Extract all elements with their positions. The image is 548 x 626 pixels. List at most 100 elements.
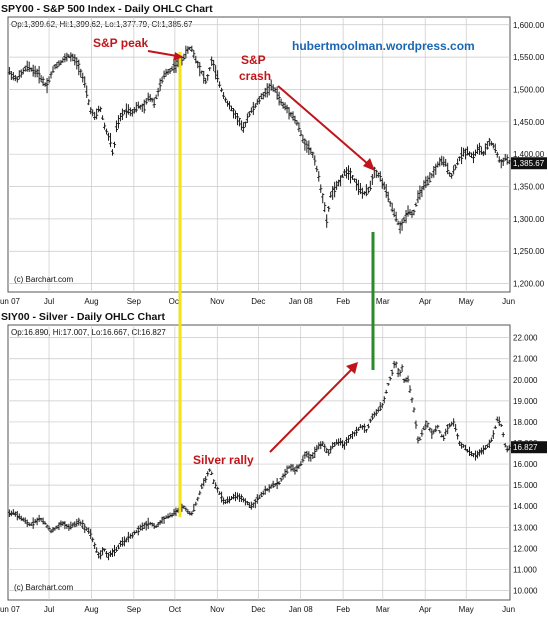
sp500-ohlc-bar: [37, 65, 41, 84]
sp500-ohlc-bar: [420, 186, 424, 198]
sp500-ohlc-bar: [402, 216, 406, 223]
silver-ohlc-bar: [29, 522, 33, 526]
silver-ohlc-bar: [204, 476, 208, 483]
sp500-ohlc-bar: [120, 108, 125, 121]
silver-ohlc-bar: [469, 451, 474, 457]
sp500-y-tick-label: 1,350.00: [513, 183, 545, 192]
sp500-ohlc-bar: [358, 183, 363, 195]
sp500-ohlc-bar: [475, 144, 480, 155]
silver-ohlc-bar: [503, 442, 507, 448]
silver-ohlc-bar: [432, 429, 436, 434]
silver-x-tick-label: Nov: [210, 605, 224, 614]
silver-ohlc-bar: [315, 444, 319, 452]
sp500-ohlc-bar: [380, 178, 384, 189]
sp500-ohlc-bar: [61, 57, 65, 63]
sp500-ohlc-bars: [7, 45, 511, 234]
sp500-y-tick-label: 1,250.00: [513, 247, 545, 256]
silver-ohlc-bar: [408, 385, 412, 393]
sp500-ohlc-bar: [59, 59, 63, 66]
watermark-text: hubertmoolman.wordpress.com: [292, 39, 475, 53]
silver-ohlc-bar: [172, 508, 176, 516]
sp500-ohlc-bar: [317, 171, 321, 182]
sp500-ohlc-bar: [507, 159, 511, 165]
sp500-last-price-box: [511, 157, 547, 170]
sp500-ohlc-bar: [315, 165, 319, 173]
sp500-ohlc-bar: [370, 173, 374, 186]
sp500-ohlc-bar: [112, 141, 117, 148]
sp500-ohlc-bar: [202, 70, 206, 84]
sp500-ohlc-bar: [333, 181, 337, 198]
sp500-ohlc-bar: [253, 103, 257, 109]
silver-ohlc-bar: [438, 430, 442, 434]
sp500-ohlc-bar: [128, 107, 132, 117]
sp500-ohlc-bar: [279, 98, 283, 106]
silver-ohlc-bar: [79, 521, 83, 526]
silver-ohlc-bar: [307, 451, 311, 462]
silver-ohlc-bar: [360, 425, 365, 430]
sp500-ohlc-bar: [41, 76, 45, 86]
sp500-title: SPY00 - S&P 500 Index - Daily OHLC Chart: [1, 3, 213, 15]
silver-ohlc-bar: [418, 436, 422, 441]
silver-x-tick-label: Apr: [419, 605, 432, 614]
silver-ohlc-bar: [259, 491, 263, 498]
silver-ohlc-bar: [459, 442, 464, 449]
sp500-ohlc-bar: [414, 202, 418, 207]
sp500-ohlc-bar: [418, 185, 422, 200]
silver-x-tick-label: Feb: [336, 605, 350, 614]
silver-ohlc-bar: [61, 521, 65, 526]
sp500-ohlc-bar: [481, 150, 485, 157]
silver-x-tick-label: Dec: [251, 605, 265, 614]
sp500-y-tick-label: 1,200.00: [513, 280, 545, 289]
sp500-ohlc-bar: [75, 57, 79, 70]
silver-ohlc-bar: [89, 528, 93, 540]
silver-ohlc-bar: [223, 499, 228, 505]
silver-ohlc-bar: [483, 445, 487, 451]
sp500-ohlc-bar: [410, 210, 414, 218]
sp500-ohlc-bar: [116, 115, 121, 129]
sp500-ohlc-bar: [106, 132, 111, 141]
silver-ohlc-bar: [170, 512, 174, 518]
sp500-ohlc-bar: [192, 50, 196, 59]
sp500-ohlc-bar: [344, 167, 349, 179]
sp500-ohlc-bar: [426, 175, 430, 186]
sp500-ohlc-bar: [31, 64, 35, 77]
silver-ohlc-bar: [87, 527, 91, 535]
silver-ohlc-bar: [71, 522, 75, 528]
silver-ohlc-bar: [410, 397, 414, 403]
sp500-ohlc-bar: [126, 104, 130, 115]
silver-ohlc-bar: [406, 375, 410, 383]
silver-ohlc-bar: [196, 496, 200, 502]
sp500-ohlc-bar: [259, 93, 263, 100]
sp500-last-price-label: 1,385.67: [513, 159, 545, 168]
silver-ohlc-bar: [257, 495, 261, 499]
sp500-ohlc-bar: [23, 65, 27, 72]
silver-quote-line: Op:16.890, Hi:17.007, Lo:16.667, Cl:16.8…: [11, 328, 166, 337]
sp500-ohlc-bar: [392, 208, 396, 218]
sp500-ohlc-bar: [325, 214, 329, 228]
sp500-ohlc-bar: [95, 108, 99, 120]
sp500-x-tick-label: Aug: [84, 297, 98, 306]
sp500-ohlc-bar: [73, 54, 77, 66]
silver-ohlc-bar: [156, 522, 160, 527]
silver-ohlc-bar: [301, 455, 305, 463]
sp-crash-label-line2: crash: [239, 69, 271, 83]
sp500-ohlc-bar: [346, 165, 351, 181]
silver-ohlc-bar: [364, 428, 368, 433]
silver-rally-arrowhead: [346, 362, 358, 374]
silver-ohlc-bar: [446, 424, 450, 435]
silver-ohlc-bar: [404, 377, 408, 383]
sp500-ohlc-bar: [305, 140, 309, 153]
sp500-ohlc-bar: [299, 129, 303, 137]
sp500-ohlc-bar: [65, 52, 69, 62]
silver-ohlc-bar: [491, 430, 495, 439]
sp500-ohlc-bar: [25, 60, 29, 72]
sp500-ohlc-bar: [188, 46, 192, 51]
sp500-ohlc-bar: [164, 68, 168, 77]
sp500-ohlc-bar: [273, 87, 277, 93]
silver-ohlc-bar: [174, 507, 178, 517]
sp500-ohlc-bar: [428, 172, 432, 183]
silver-ohlc-bar: [335, 439, 339, 445]
silver-ohlc-bar: [182, 505, 186, 509]
sp500-ohlc-bar: [241, 122, 246, 133]
